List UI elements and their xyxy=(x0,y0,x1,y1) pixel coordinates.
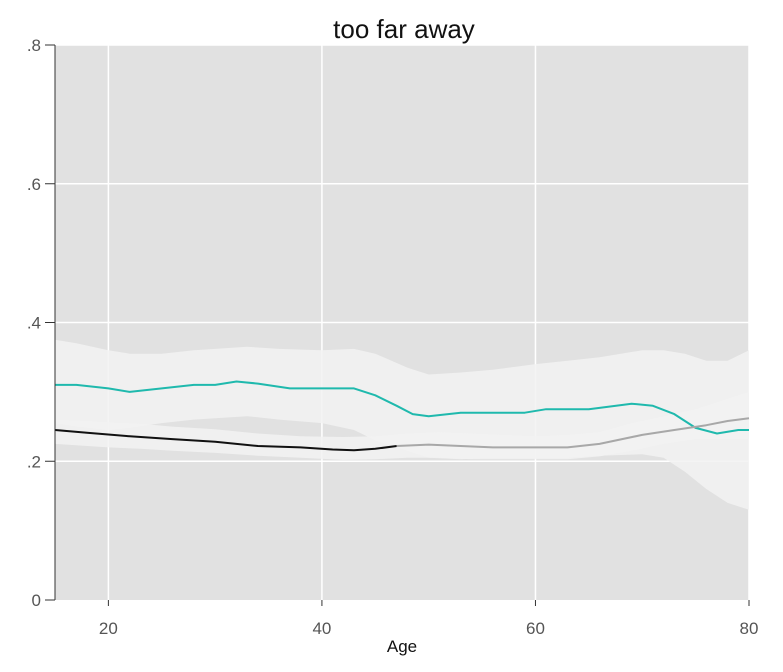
y-tick-label-4: .8 xyxy=(27,36,41,55)
series-line-gray xyxy=(396,417,750,449)
grid-layer xyxy=(55,44,750,600)
y-tick-label-1: .2 xyxy=(27,452,41,471)
y-tick-label-2: .4 xyxy=(27,314,41,333)
y-tick-label-0: 0 xyxy=(32,591,41,610)
series-lines xyxy=(54,380,750,452)
x-tick-label-60: 60 xyxy=(526,619,545,638)
x-tick-label-40: 40 xyxy=(312,619,331,638)
x-tick-label-80: 80 xyxy=(740,619,759,638)
series-line-teal xyxy=(55,380,749,435)
y-tick-label-3: .6 xyxy=(27,175,41,194)
series-line-black xyxy=(54,429,397,452)
chart-title: too far away xyxy=(333,14,475,44)
axes: 0 .2 .4 .6 .8 20 40 60 80 xyxy=(27,36,759,638)
x-tick-label-20: 20 xyxy=(99,619,118,638)
x-axis-title: Age xyxy=(387,637,417,656)
